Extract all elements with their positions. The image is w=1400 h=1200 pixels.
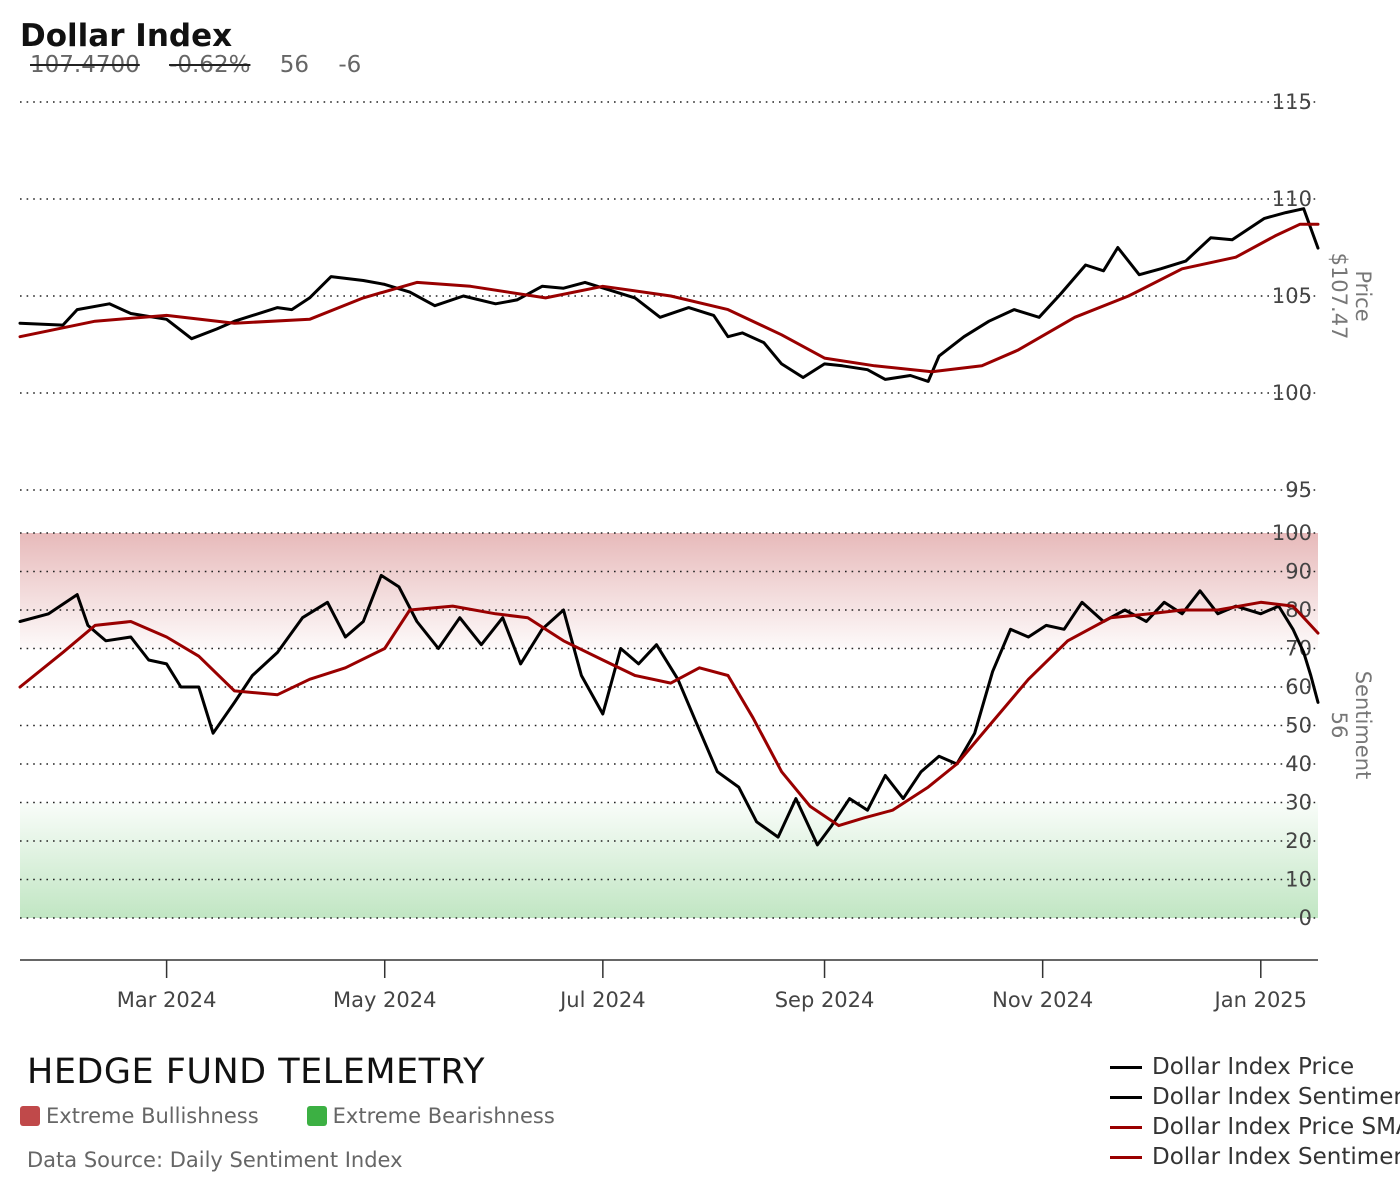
sentiment-axis-title: Sentiment [1351, 671, 1375, 780]
bear-label: Extreme Bearishness [332, 1104, 555, 1128]
y-tick-label-price: 95 [1285, 478, 1312, 502]
summary-row: 107.4700 -0.62% 56 -6 [30, 52, 383, 78]
sentiment-change: -6 [338, 52, 362, 78]
price-change-pct: -0.62% [169, 52, 251, 78]
sentiment-value: 56 [279, 52, 310, 78]
x-tick-label: Sep 2024 [775, 988, 875, 1012]
x-tick-label: Jul 2024 [558, 988, 645, 1012]
x-tick-label: Jan 2025 [1213, 988, 1308, 1012]
x-tick-label: Nov 2024 [992, 988, 1093, 1012]
price-value: 107.4700 [30, 52, 140, 78]
y-tick-label-sentiment: 50 [1285, 714, 1312, 738]
price-axis-title: Price [1351, 270, 1375, 321]
legend-label: Dollar Index Sentiment SMA [1152, 1144, 1400, 1170]
chart-title: Dollar Index [20, 18, 233, 54]
legend-line-sentiment-sma [1110, 1155, 1142, 1159]
y-tick-label-sentiment: 30 [1285, 791, 1312, 815]
price-line [18, 207, 1320, 383]
sentiment-axis-value: 56 [1327, 712, 1351, 739]
legend-line-sentiment [1110, 1095, 1142, 1099]
y-tick-label-sentiment: 10 [1285, 868, 1312, 892]
sentiment-sma-line [18, 600, 1320, 828]
zone-key-bull: Extreme Bullishness [20, 1104, 259, 1128]
legend-item-price-sma[interactable]: Dollar Index Price SMA [1110, 1112, 1400, 1142]
y-tick-label-sentiment: 60 [1285, 675, 1312, 699]
y-tick-label-price: 105 [1272, 284, 1312, 308]
y-tick-label-sentiment: 90 [1285, 560, 1312, 584]
y-tick-label-price: 110 [1272, 187, 1312, 211]
legend-item-price[interactable]: Dollar Index Price [1110, 1052, 1400, 1082]
zone-extreme-bearishness [20, 802, 1318, 918]
y-tick-label-sentiment: 40 [1285, 752, 1312, 776]
data-source: Data Source: Daily Sentiment Index [27, 1148, 403, 1172]
y-tick-label-price: 115 [1272, 90, 1312, 114]
legend: Dollar Index Price Dollar Index Sentimen… [1110, 1052, 1400, 1172]
x-tick-label: Mar 2024 [117, 988, 217, 1012]
zone-key-bear: Extreme Bearishness [306, 1104, 555, 1128]
legend-item-sentiment[interactable]: Dollar Index Sentiment [1110, 1082, 1400, 1112]
legend-line-price [1110, 1065, 1142, 1069]
y-tick-label-price: 100 [1272, 381, 1312, 405]
legend-line-price-sma [1110, 1125, 1142, 1129]
y-tick-label-sentiment: 20 [1285, 829, 1312, 853]
price-sma-line [18, 222, 1320, 374]
legend-label: Dollar Index Price SMA [1152, 1114, 1400, 1140]
y-tick-label-sentiment: 100 [1272, 521, 1312, 545]
y-tick-label-sentiment: 0 [1299, 906, 1312, 930]
brand-name: HEDGE FUND TELEMETRY [27, 1052, 486, 1092]
zone-extreme-bullishness [20, 533, 1318, 649]
price-axis-value: $107.47 [1327, 253, 1351, 340]
bull-swatch [20, 1106, 40, 1126]
x-tick-label: May 2024 [333, 988, 437, 1012]
legend-label: Dollar Index Sentiment [1152, 1084, 1400, 1110]
legend-label: Dollar Index Price [1152, 1054, 1355, 1080]
legend-item-sentiment-sma[interactable]: Dollar Index Sentiment SMA [1110, 1142, 1400, 1172]
bear-swatch [306, 1106, 327, 1126]
bull-label: Extreme Bullishness [46, 1104, 259, 1128]
zone-key: Extreme Bullishness Extreme Bearishness [20, 1104, 555, 1128]
chart-canvas: 951001051101150102030405060708090100Mar … [18, 90, 1375, 1012]
